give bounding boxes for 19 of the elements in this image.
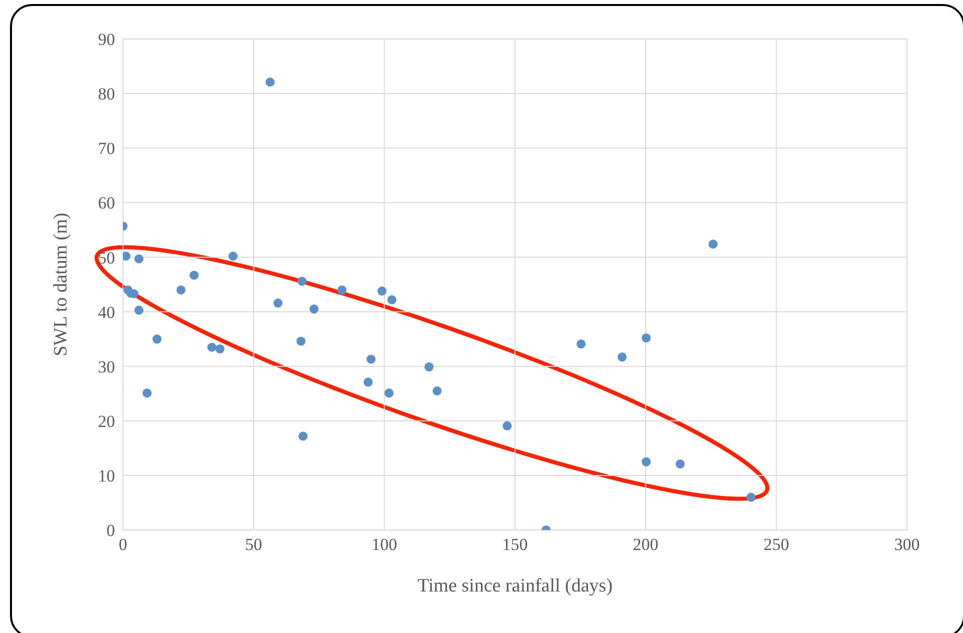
- x-tick-label: 150: [502, 535, 528, 554]
- y-tick-label: 30: [98, 357, 115, 376]
- y-axis-title: SWL to datum (m): [50, 212, 72, 356]
- x-tick-label: 0: [118, 535, 128, 554]
- x-tick-label: 50: [245, 535, 262, 554]
- y-tick-label: 90: [98, 30, 115, 50]
- y-tick-label: 10: [98, 466, 115, 486]
- y-tick-label: 80: [98, 84, 115, 104]
- x-tick-label: 100: [372, 535, 398, 554]
- x-axis-title: Time since rainfall (days): [417, 575, 613, 596]
- y-tick-label: 60: [98, 194, 115, 213]
- y-tick-label: 40: [98, 302, 115, 322]
- x-tick-label: 200: [632, 535, 658, 554]
- x-tick-label: 250: [764, 535, 790, 554]
- x-tick-label: 300: [894, 535, 920, 554]
- y-tick-label: 50: [98, 248, 115, 268]
- y-tick-label: 20: [98, 412, 115, 431]
- y-tick-label: 70: [98, 139, 115, 158]
- y-tick-label: 0: [106, 521, 115, 540]
